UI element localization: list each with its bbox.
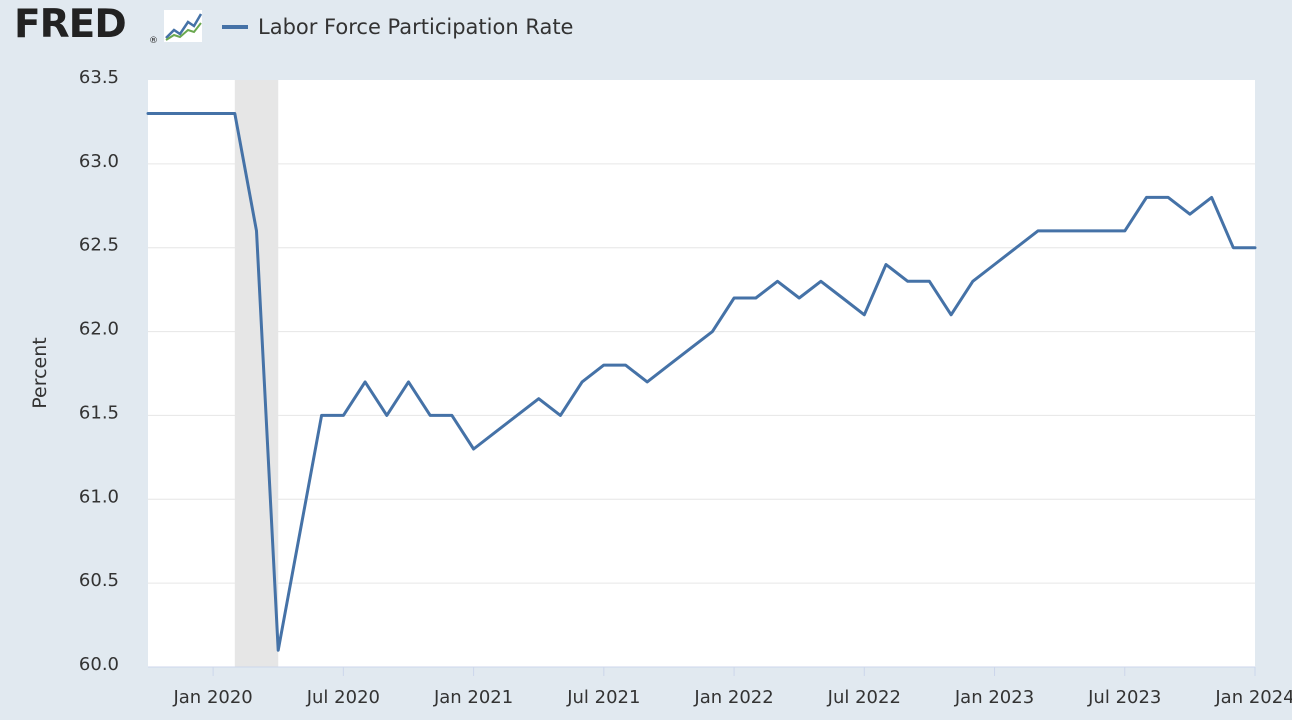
- legend-line-swatch: [222, 25, 248, 29]
- x-tick-label: Jul 2023: [1087, 687, 1161, 708]
- legend-label: Labor Force Participation Rate: [258, 15, 574, 39]
- y-tick-label: 62.5: [79, 235, 119, 256]
- x-tick-label: Jan 2020: [172, 687, 252, 708]
- recession-shading: [234, 80, 279, 667]
- x-tick-label: Jan 2023: [954, 687, 1034, 708]
- trend-chart-icon: [162, 8, 204, 44]
- x-tick-label: Jan 2024: [1214, 687, 1292, 708]
- y-tick-label: 60.5: [79, 570, 119, 591]
- y-tick-label: 61.0: [79, 486, 119, 507]
- y-tick-label: 60.0: [79, 654, 119, 675]
- x-tick-label: Jul 2020: [306, 687, 380, 708]
- fred-logo[interactable]: FRED: [14, 2, 127, 47]
- header: FRED ® Labor Force Participation Rate: [0, 0, 1292, 60]
- y-tick-label: 62.0: [79, 319, 119, 340]
- x-tick-label: Jan 2021: [433, 687, 513, 708]
- registered-mark: ®: [149, 36, 158, 46]
- y-tick-label: 61.5: [79, 402, 119, 423]
- y-axis-title: Percent: [29, 337, 51, 409]
- plot-area: [148, 80, 1255, 667]
- y-tick-label: 63.0: [79, 151, 119, 172]
- x-tick-label: Jan 2022: [693, 687, 773, 708]
- y-tick-label: 63.5: [79, 67, 119, 88]
- legend[interactable]: Labor Force Participation Rate: [222, 12, 573, 42]
- x-tick-label: Jul 2021: [566, 687, 640, 708]
- series-line-labor-force-participation-rate[interactable]: [146, 112, 1257, 652]
- x-tick-label: Jul 2022: [827, 687, 901, 708]
